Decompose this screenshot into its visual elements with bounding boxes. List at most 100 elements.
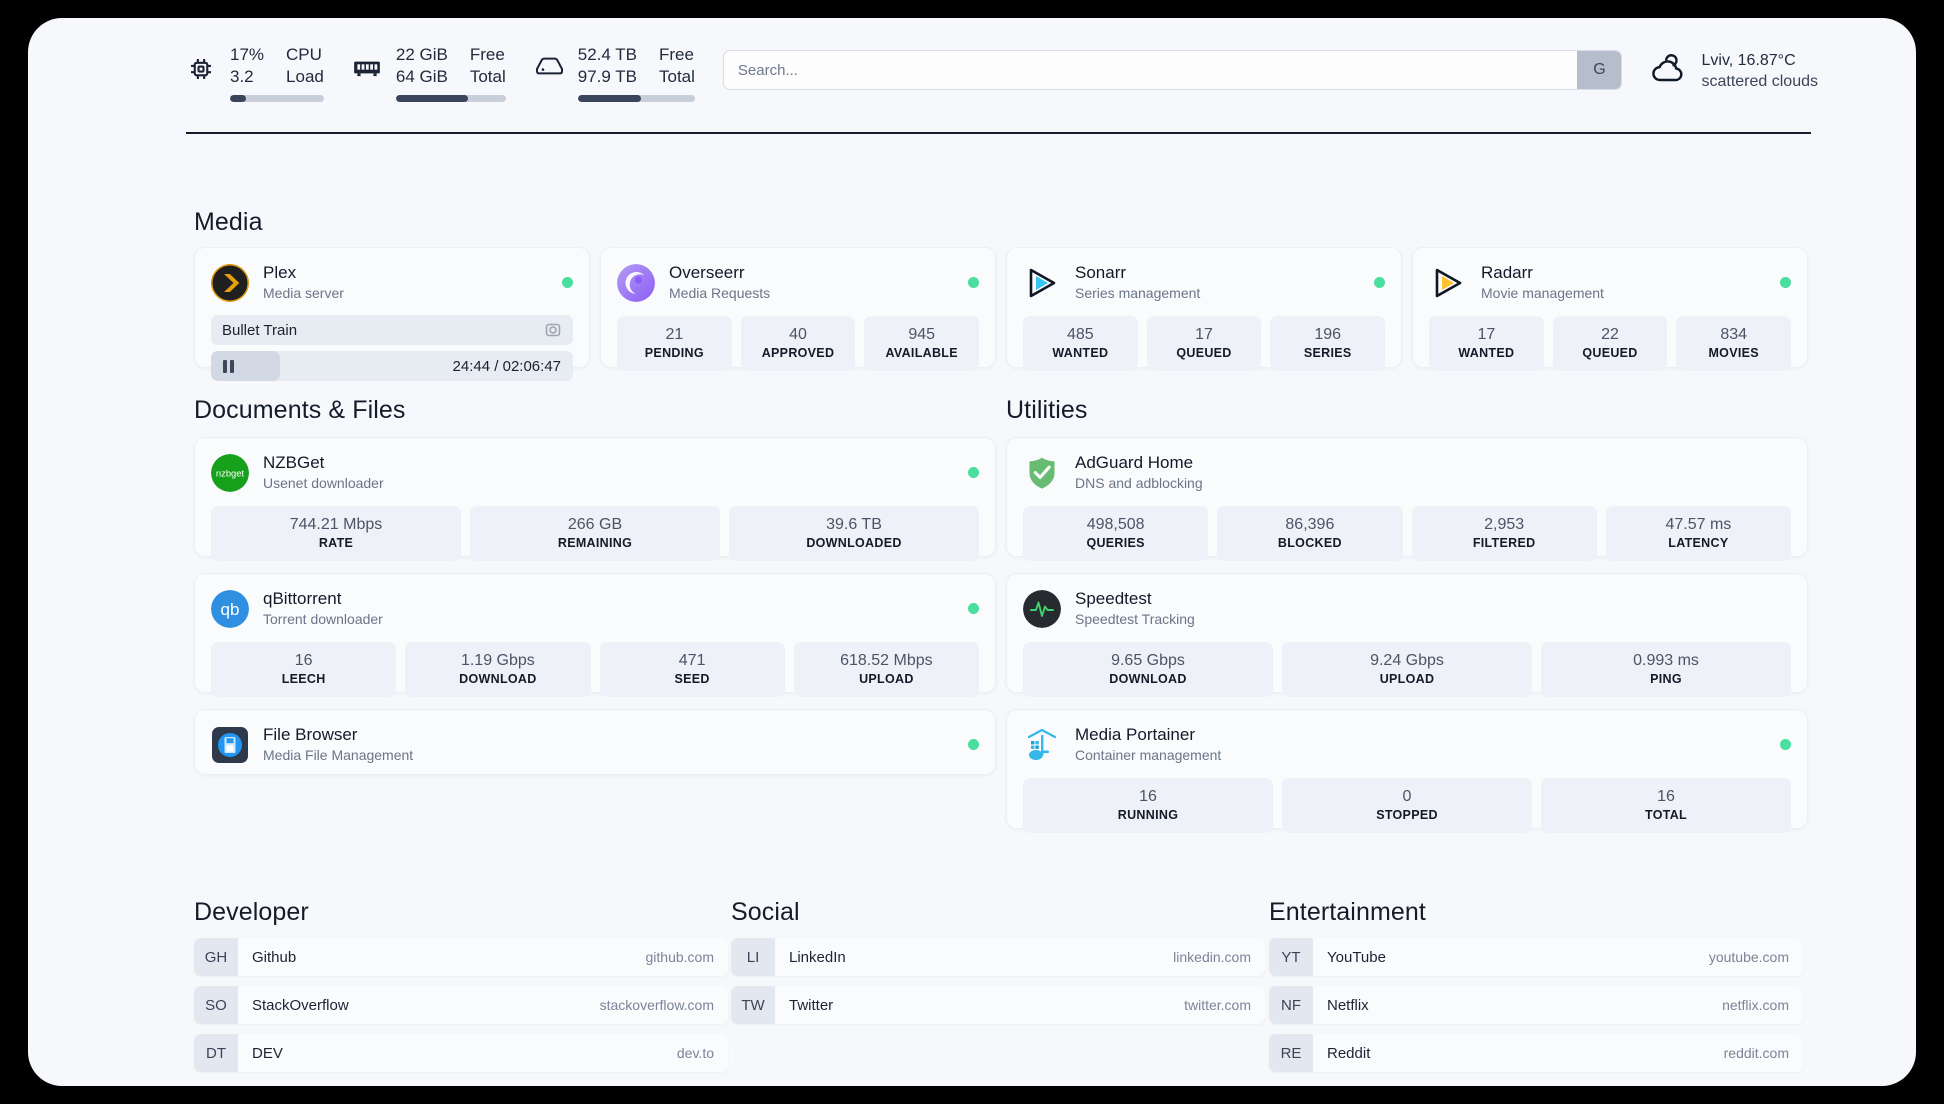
portainer-tiles: 16 RUNNING 0 STOPPED 16 TOTAL [1023, 778, 1791, 833]
speedtest-tiles: 9.65 Gbps DOWNLOAD 9.24 Gbps UPLOAD 0.99… [1023, 642, 1791, 697]
overseerr-subtitle: Media Requests [669, 285, 771, 301]
sonarr-subtitle: Series management [1075, 285, 1201, 301]
dashboard-page: 17% 3.2 CPU Load [28, 18, 1916, 1086]
plex-name: Plex [263, 263, 297, 282]
filebrowser-status-dot [968, 739, 979, 750]
sonarr-status-dot [1374, 277, 1385, 288]
portainer-logo-icon [1023, 726, 1061, 764]
service-card-adguard[interactable]: AdGuard Home DNS and adblocking 498,508 … [1006, 437, 1808, 561]
search-input[interactable] [723, 51, 1578, 89]
plex-status-dot [562, 277, 573, 288]
nzbget-status-dot [968, 467, 979, 478]
section-title-documents: Documents & Files [194, 396, 406, 424]
tile-approved: 40 APPROVED [740, 316, 856, 371]
adguard-tiles: 498,508 QUERIES 86,396 BLOCKED 2,953 FIL… [1023, 506, 1791, 561]
qbittorrent-subtitle: Torrent downloader [263, 611, 383, 627]
speedtest-subtitle: Speedtest Tracking [1075, 611, 1195, 627]
service-card-sonarr[interactable]: Sonarr Series management 485 WANTED 17 Q… [1006, 247, 1402, 371]
tile-download: 1.19 Gbps DOWNLOAD [405, 642, 591, 697]
tile-label: DOWNLOAD [459, 672, 537, 686]
bookmark-item-twitter[interactable]: TW Twitter twitter.com [731, 986, 1265, 1024]
qbittorrent-logo-icon: qb [211, 589, 249, 628]
ram-label-bottom: Total [469, 67, 506, 86]
bookmark-url: dev.to [676, 1045, 714, 1061]
tile-label: WANTED [1458, 346, 1515, 360]
search-engine-button[interactable]: G [1577, 51, 1622, 89]
tile-label: QUEUED [1176, 346, 1232, 360]
tile-value: 16 [1657, 788, 1675, 805]
tile-value: 17 [1477, 326, 1496, 343]
service-card-qbittorrent[interactable]: qb qBittorrent Torrent downloader 16 LEE… [194, 573, 996, 697]
bookmark-item-linkedin[interactable]: LI LinkedIn linkedin.com [731, 938, 1265, 976]
bookmark-name: Github [252, 948, 297, 966]
overseerr-status-dot [968, 277, 979, 288]
tile-label: MOVIES [1708, 346, 1759, 360]
bookmark-url: youtube.com [1708, 949, 1789, 965]
plex-now-playing-row: Bullet Train [211, 315, 573, 345]
search-area: G [722, 50, 1623, 90]
tile-label: REMAINING [557, 536, 633, 550]
portainer-status-dot [1780, 739, 1791, 750]
tile-label: PENDING [644, 346, 704, 360]
bookmark-item-reddit[interactable]: RE Reddit reddit.com [1269, 1034, 1803, 1072]
tile-value: 1.19 Gbps [460, 652, 535, 669]
speedtest-name: Speedtest [1075, 589, 1152, 608]
plex-progress-bar[interactable]: 24:44 / 02:06:47 [211, 351, 573, 381]
service-card-overseerr[interactable]: Overseerr Media Requests 21 PENDING 40 A… [600, 247, 996, 371]
cpu-label-top: CPU [286, 45, 322, 64]
adguard-name: AdGuard Home [1075, 453, 1194, 472]
cast-icon[interactable] [544, 321, 562, 339]
plex-total: 02:06:47 [502, 357, 561, 375]
bookmark-name: DEV [252, 1044, 283, 1062]
tile-upload: 618.52 Mbps UPLOAD [793, 642, 979, 697]
qbittorrent-status-dot [968, 603, 979, 614]
tile-upload: 9.24 Gbps UPLOAD [1282, 642, 1532, 697]
section-title-utilities: Utilities [1006, 396, 1088, 424]
tile-queued: 22 QUEUED [1552, 316, 1668, 371]
service-card-nzbget[interactable]: nzbget NZBGet Usenet downloader 744.21 M… [194, 437, 996, 561]
tile-label: FILTERED [1472, 536, 1536, 550]
tile-value: 47.57 ms [1665, 516, 1732, 533]
bookmark-abbr: NF [1269, 986, 1313, 1024]
search-box[interactable]: G [722, 50, 1623, 90]
bookmark-url: reddit.com [1723, 1045, 1789, 1061]
weather-widget[interactable]: Lviv, 16.87°C scattered clouds [1648, 50, 1818, 92]
bookmark-item-youtube[interactable]: YT YouTube youtube.com [1269, 938, 1803, 976]
ram-label-top: Free [469, 45, 505, 64]
nzbget-tiles: 744.21 Mbps RATE 266 GB REMAINING 39.6 T… [211, 506, 979, 561]
bookmark-name: Netflix [1327, 996, 1369, 1014]
service-card-radarr[interactable]: Radarr Movie management 17 WANTED 22 QUE… [1412, 247, 1808, 371]
tile-label: LEECH [281, 672, 326, 686]
tile-value: 498,508 [1086, 516, 1145, 533]
tile-label: LATENCY [1668, 536, 1729, 550]
service-card-filebrowser[interactable]: File Browser Media File Management [194, 709, 996, 775]
bookmark-item-dev[interactable]: DT DEV dev.to [194, 1034, 728, 1072]
service-card-speedtest[interactable]: Speedtest Speedtest Tracking 9.65 Gbps D… [1006, 573, 1808, 697]
header-bar: 17% 3.2 CPU Load [186, 44, 1818, 134]
tile-ping: 0.993 ms PING [1541, 642, 1791, 697]
bookmark-item-stackoverflow[interactable]: SO StackOverflow stackoverflow.com [194, 986, 728, 1024]
tile-label: AVAILABLE [885, 346, 958, 360]
tile-label: RATE [318, 536, 354, 550]
pause-icon[interactable] [223, 359, 234, 373]
tile-value: 2,953 [1484, 516, 1525, 533]
qbittorrent-tiles: 16 LEECH 1.19 Gbps DOWNLOAD 471 SEED 618… [211, 642, 979, 697]
bookmark-item-github[interactable]: GH Github github.com [194, 938, 728, 976]
disk-free-value: 52.4 TB [577, 45, 637, 64]
tile-label: TOTAL [1644, 808, 1687, 822]
header-divider [186, 132, 1811, 134]
tile-label: SEED [674, 672, 710, 686]
tile-value: 40 [789, 326, 807, 343]
tile-leech: 16 LEECH [211, 642, 397, 697]
plex-logo-icon [211, 263, 249, 302]
bookmark-abbr: SO [194, 986, 238, 1024]
service-card-plex[interactable]: Plex Media server Bullet Train 24:44 / 0… [194, 247, 590, 381]
disk-total-value: 97.9 TB [577, 67, 637, 86]
filebrowser-subtitle: Media File Management [263, 747, 414, 763]
bookmark-item-netflix[interactable]: NF Netflix netflix.com [1269, 986, 1803, 1024]
speedtest-logo-icon [1023, 589, 1061, 628]
tile-rate: 744.21 Mbps RATE [211, 506, 461, 561]
bookmark-abbr: DT [194, 1034, 238, 1072]
cpu-load-value: 3.2 [230, 67, 254, 86]
service-card-portainer[interactable]: Media Portainer Container management 16 … [1006, 709, 1808, 833]
